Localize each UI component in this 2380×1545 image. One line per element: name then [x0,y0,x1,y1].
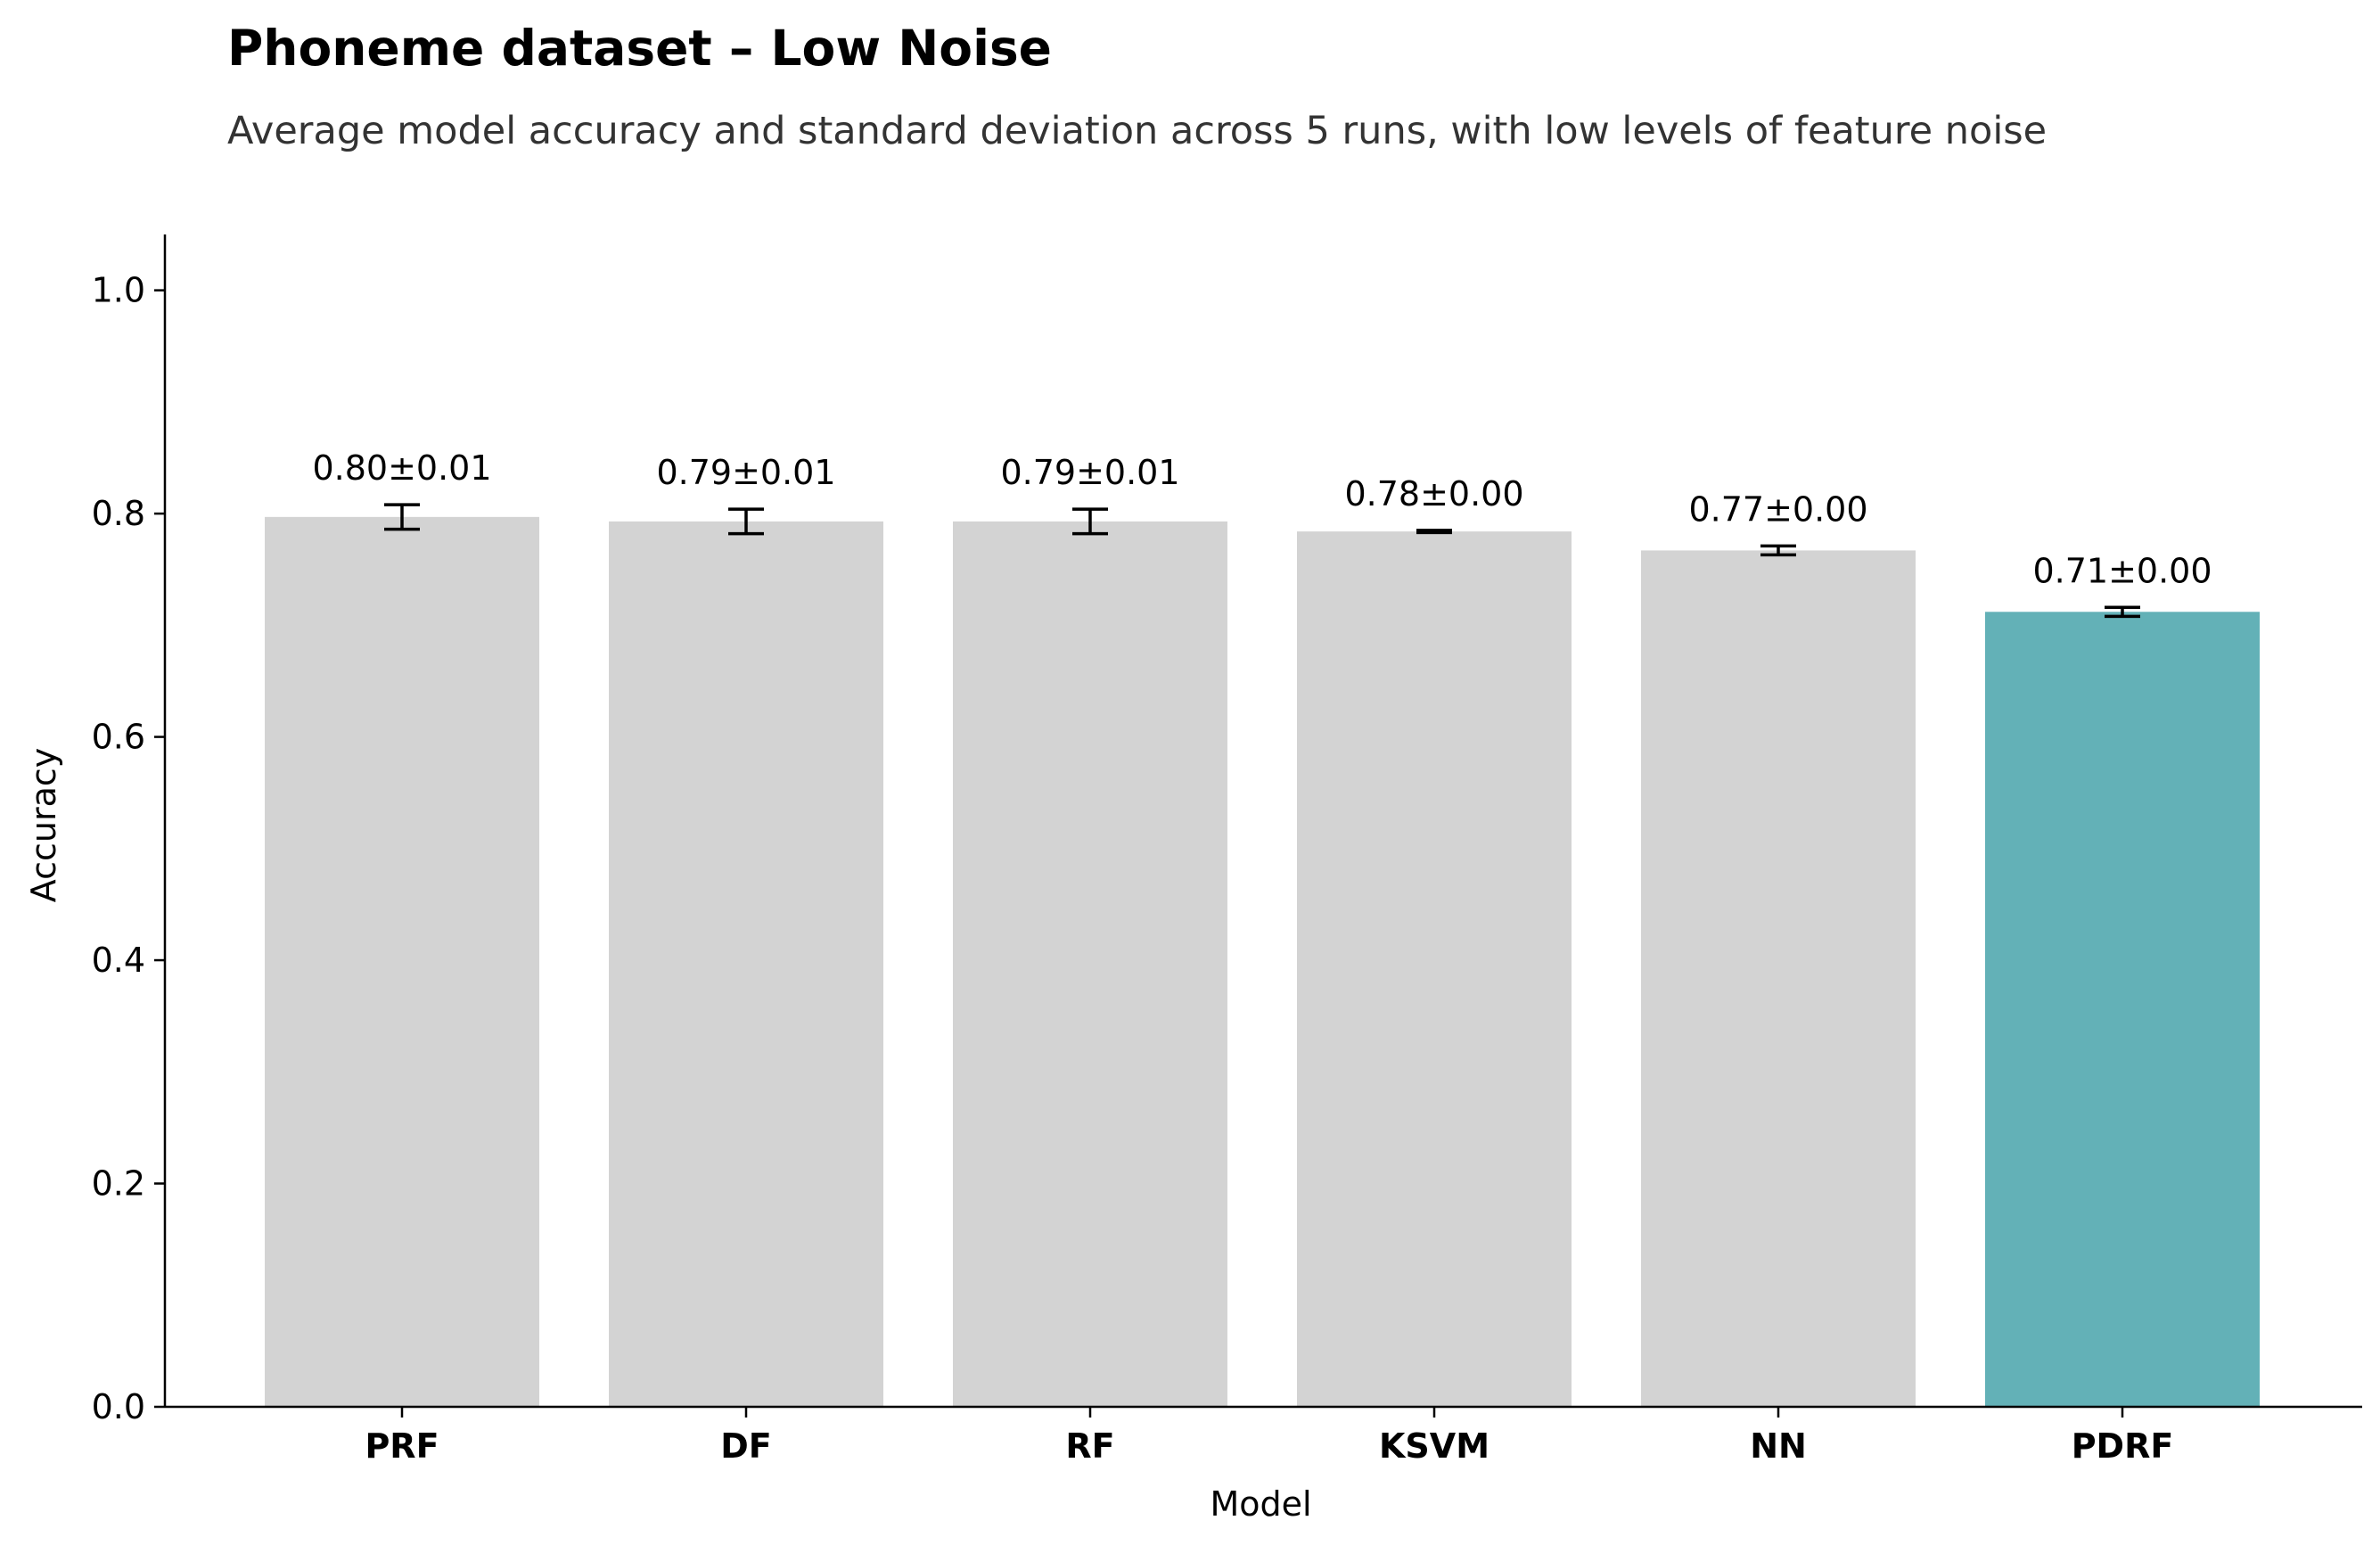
data-label-ksvm: 0.78±0.00 [1344,474,1523,514]
data-labels-layer: 0.80±0.01 0.79±0.01 0.79±0.01 0.78±0.00 0.77… [312,448,2212,590]
chart-title: Phoneme dataset – Low Noise [227,20,1052,77]
data-label-nn: 0.77±0.00 [1688,489,1867,529]
errorbar-df [728,507,764,536]
data-label-prf: 0.80±0.01 [312,448,491,488]
y-tick-label: 1.0 [92,271,145,310]
x-tick-label-prf: PRF [365,1426,439,1466]
errorbar-rf [1072,507,1108,536]
x-tick-label-pdrf: PDRF [2072,1426,2174,1466]
x-tick-label-df: DF [720,1426,772,1466]
y-tick-label: 0.2 [92,1164,145,1204]
bar-df [609,521,883,1407]
errorbar-ksvm [1416,529,1452,535]
bar-rf [953,521,1227,1407]
data-label-pdrf: 0.71±0.00 [2032,551,2212,590]
x-tick-label-ksvm: KSVM [1379,1426,1490,1466]
x-tick-label-rf: RF [1065,1426,1114,1466]
errorbars-layer [384,503,2140,619]
bar-pdrf [1985,612,2260,1407]
x-tick-label-nn: NN [1750,1426,1807,1466]
x-axis-title: Model [1210,1484,1311,1524]
errorbar-prf [384,503,420,531]
errorbar-pdrf [2105,605,2140,619]
y-tick-label: 0.0 [92,1387,145,1426]
y-axis-title: Accuracy [24,748,63,903]
errorbar-nn [1760,544,1796,557]
axes-layer: PRF DF RF KSVM NN PDRF 0.0 0.2 0.4 0.6 0.8 1.0 [92,234,2362,1466]
bar-ksvm [1297,531,1572,1407]
bar-nn [1641,550,1916,1407]
y-tick-label: 0.6 [92,718,145,757]
bars-layer [265,516,2260,1407]
data-label-df: 0.79±0.01 [656,453,835,492]
y-tick-label: 0.4 [92,941,145,980]
data-label-rf: 0.79±0.01 [1000,453,1179,492]
y-tick-label: 0.8 [92,494,145,533]
bar-prf [265,516,539,1407]
chart-subtitle: Average model accuracy and standard devi… [227,109,2048,153]
